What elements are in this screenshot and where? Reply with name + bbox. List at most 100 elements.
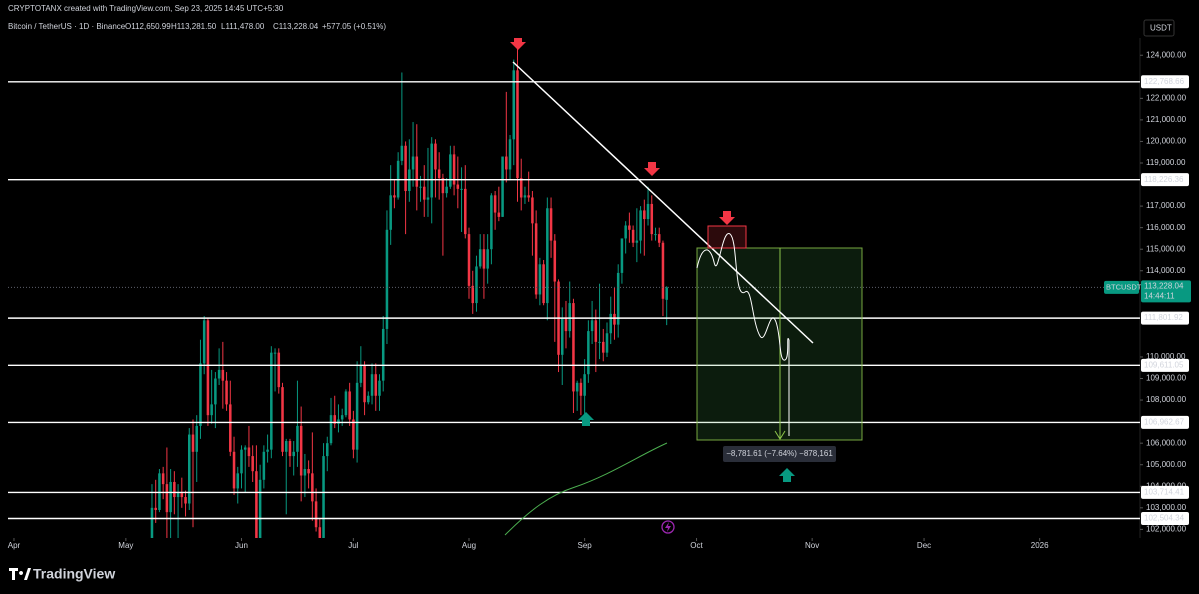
candle-body <box>631 229 635 243</box>
x-tick-label: Dec <box>917 541 931 550</box>
level-label: 106,962.67 <box>1144 418 1185 427</box>
candle-body <box>482 249 486 269</box>
brand-logo: TradingView <box>9 566 115 582</box>
drawings <box>504 38 863 536</box>
candle-body <box>195 425 198 452</box>
trend-line <box>512 61 814 344</box>
candle-body <box>516 70 519 179</box>
candle-body <box>217 369 221 379</box>
symbol: Bitcoin / TetherUS · 1D · Binance <box>8 22 126 31</box>
candle-body <box>348 391 351 420</box>
y-tick-label: 106,000.00 <box>1146 438 1187 447</box>
x-tick-label: Apr <box>8 541 21 550</box>
candle-body <box>654 234 657 236</box>
candle-body <box>598 341 601 343</box>
candle-body <box>326 443 329 457</box>
candle-body <box>628 225 631 230</box>
candle-body <box>243 447 247 450</box>
candle-body <box>154 507 157 510</box>
ohlc-value: H113,281.50 <box>171 22 217 31</box>
candle-body <box>322 456 325 538</box>
candle-body <box>542 264 545 304</box>
candle-body <box>415 156 419 187</box>
measure-box <box>723 446 836 462</box>
measure-arrow <box>774 430 786 440</box>
candle-body <box>314 501 318 528</box>
candle-body <box>583 374 586 396</box>
candle-body <box>266 449 269 452</box>
candle-body <box>161 473 165 485</box>
candle-body <box>587 331 590 375</box>
candle-body <box>460 188 463 190</box>
down-arrow <box>510 38 526 50</box>
header: CRYPTOTANX created with TradingView.com,… <box>8 4 284 13</box>
y-tick-label: 115,000.00 <box>1146 244 1186 253</box>
x-tick-label: Jun <box>235 541 248 550</box>
last-price: 113,228.04 <box>1144 282 1184 291</box>
candle-body <box>490 195 493 250</box>
candle-body <box>206 320 210 416</box>
candle-body <box>553 240 557 282</box>
currency: USDT <box>1150 24 1172 33</box>
countdown: 14:44:11 <box>1144 292 1175 301</box>
x-tick-label: Jul <box>348 541 358 550</box>
candle-body <box>236 473 240 489</box>
candle-body <box>363 365 366 403</box>
candle-body <box>188 434 191 504</box>
candle-body <box>538 264 542 295</box>
candle-body <box>367 395 370 403</box>
candle-body <box>400 145 404 161</box>
ohlc-value: L111,478.00 <box>221 22 265 31</box>
candle-body <box>307 469 310 474</box>
y-tick-label: 103,000.00 <box>1146 503 1187 512</box>
candle-body <box>173 481 176 498</box>
y-tick-label: 110,000.00 <box>1146 352 1186 361</box>
candle-body <box>575 382 579 392</box>
candle-body <box>568 303 571 332</box>
x-tick-label: Oct <box>690 541 703 550</box>
candle-body <box>385 229 389 329</box>
candle-body <box>273 352 277 354</box>
candle-body <box>284 441 288 452</box>
candle-body <box>247 447 251 457</box>
y-tick-label: 105,000.00 <box>1146 460 1187 469</box>
candle-body <box>613 313 616 325</box>
candle-body <box>616 272 620 325</box>
candle-body <box>590 320 594 332</box>
candle-body <box>202 320 206 364</box>
candle-body <box>635 240 639 243</box>
level-label: 122,768.66 <box>1144 77 1185 86</box>
candle-body <box>665 287 668 300</box>
candle-body <box>281 387 284 452</box>
x-tick-label: May <box>118 541 133 550</box>
candle-body <box>318 527 322 538</box>
y-tick-label: 122,000.00 <box>1146 93 1187 102</box>
candle-body <box>441 178 445 194</box>
last-price-tag <box>1141 280 1191 303</box>
candle-body <box>296 425 299 452</box>
candle-body <box>374 374 378 396</box>
candle-body <box>292 451 295 457</box>
candle-body <box>255 471 258 538</box>
y-tick-label: 114,000.00 <box>1146 266 1186 275</box>
candle-body <box>199 363 202 426</box>
y-tick-label: 102,000.00 <box>1146 524 1187 533</box>
candle-body <box>497 212 501 217</box>
candle-body <box>512 70 516 140</box>
candle-body <box>229 404 232 452</box>
candle-body <box>486 249 489 269</box>
candle-body <box>251 456 254 472</box>
ticker: BTCUSDT <box>1106 282 1142 291</box>
candle-body <box>605 333 609 353</box>
candle-body <box>549 208 553 241</box>
level-label: 118,226.36 <box>1144 175 1184 184</box>
level-label: 111,801.92 <box>1144 313 1183 322</box>
candle-body <box>191 434 195 452</box>
candle-body <box>624 225 627 239</box>
candle-body <box>270 352 273 450</box>
ohlc-value: +577.05 (+0.51%) <box>322 22 386 31</box>
level-label: 103,714.41 <box>1144 488 1185 497</box>
level-label: 102,504.34 <box>1144 514 1185 523</box>
ohlc-value: C113,228.04 <box>273 22 319 31</box>
